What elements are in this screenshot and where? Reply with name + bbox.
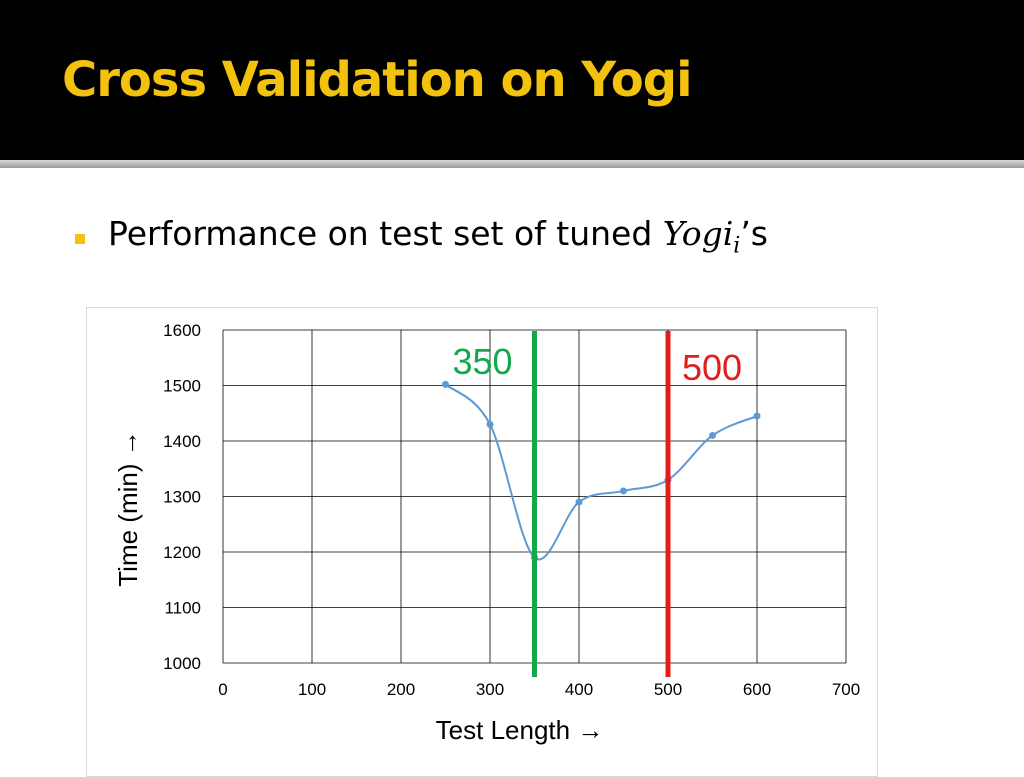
y-tick-label: 1600 <box>163 321 201 340</box>
bullet-math-subscript: i <box>733 233 741 259</box>
y-tick-label: 1300 <box>163 488 201 507</box>
data-point <box>442 380 449 388</box>
data-point <box>753 412 761 420</box>
series-line <box>444 383 758 561</box>
x-tick-label: 600 <box>743 680 771 699</box>
title-bar <box>0 0 1024 160</box>
y-tick-label: 1200 <box>163 543 201 562</box>
annotation-label-350: 350 <box>453 341 513 382</box>
x-tick-label: 500 <box>654 680 682 699</box>
x-tick-label: 700 <box>832 680 860 699</box>
y-tick-label: 1400 <box>163 432 201 451</box>
x-tick-label: 400 <box>565 680 593 699</box>
x-axis-title: Test Length → <box>436 715 604 745</box>
data-point <box>486 420 494 428</box>
bullet-math-base: Yogi <box>662 214 734 253</box>
x-tick-label: 100 <box>298 680 326 699</box>
y-tick-label: 1500 <box>163 377 201 396</box>
bullet-text: Performance on test set of tuned Yogii’s <box>108 214 768 259</box>
annotation-label-500: 500 <box>682 347 742 388</box>
bullet-text-plain: Performance on test set of tuned <box>108 214 663 253</box>
y-axis-title: Time (min) → <box>113 430 143 586</box>
bullet-marker <box>75 234 85 244</box>
y-tick-label: 1100 <box>164 599 201 618</box>
bullet-math: Yogii <box>662 214 741 259</box>
bullet-text-suffix: ’s <box>740 214 768 253</box>
line-chart: 1000 1100 1200 1300 1400 1500 1600 0 100 200 300 40… <box>113 321 860 745</box>
data-point <box>620 487 627 495</box>
data-point <box>709 431 716 439</box>
data-point <box>575 498 583 506</box>
x-tick-label: 300 <box>476 680 504 699</box>
y-tick-label: 1000 <box>163 654 201 673</box>
slide-title: Cross Validation on Yogi <box>62 52 693 108</box>
x-tick-label: 0 <box>218 680 227 699</box>
x-tick-label: 200 <box>387 680 415 699</box>
chart-frame: 1000 1100 1200 1300 1400 1500 1600 0 100 200 300 40… <box>86 307 878 777</box>
title-divider <box>0 160 1024 168</box>
